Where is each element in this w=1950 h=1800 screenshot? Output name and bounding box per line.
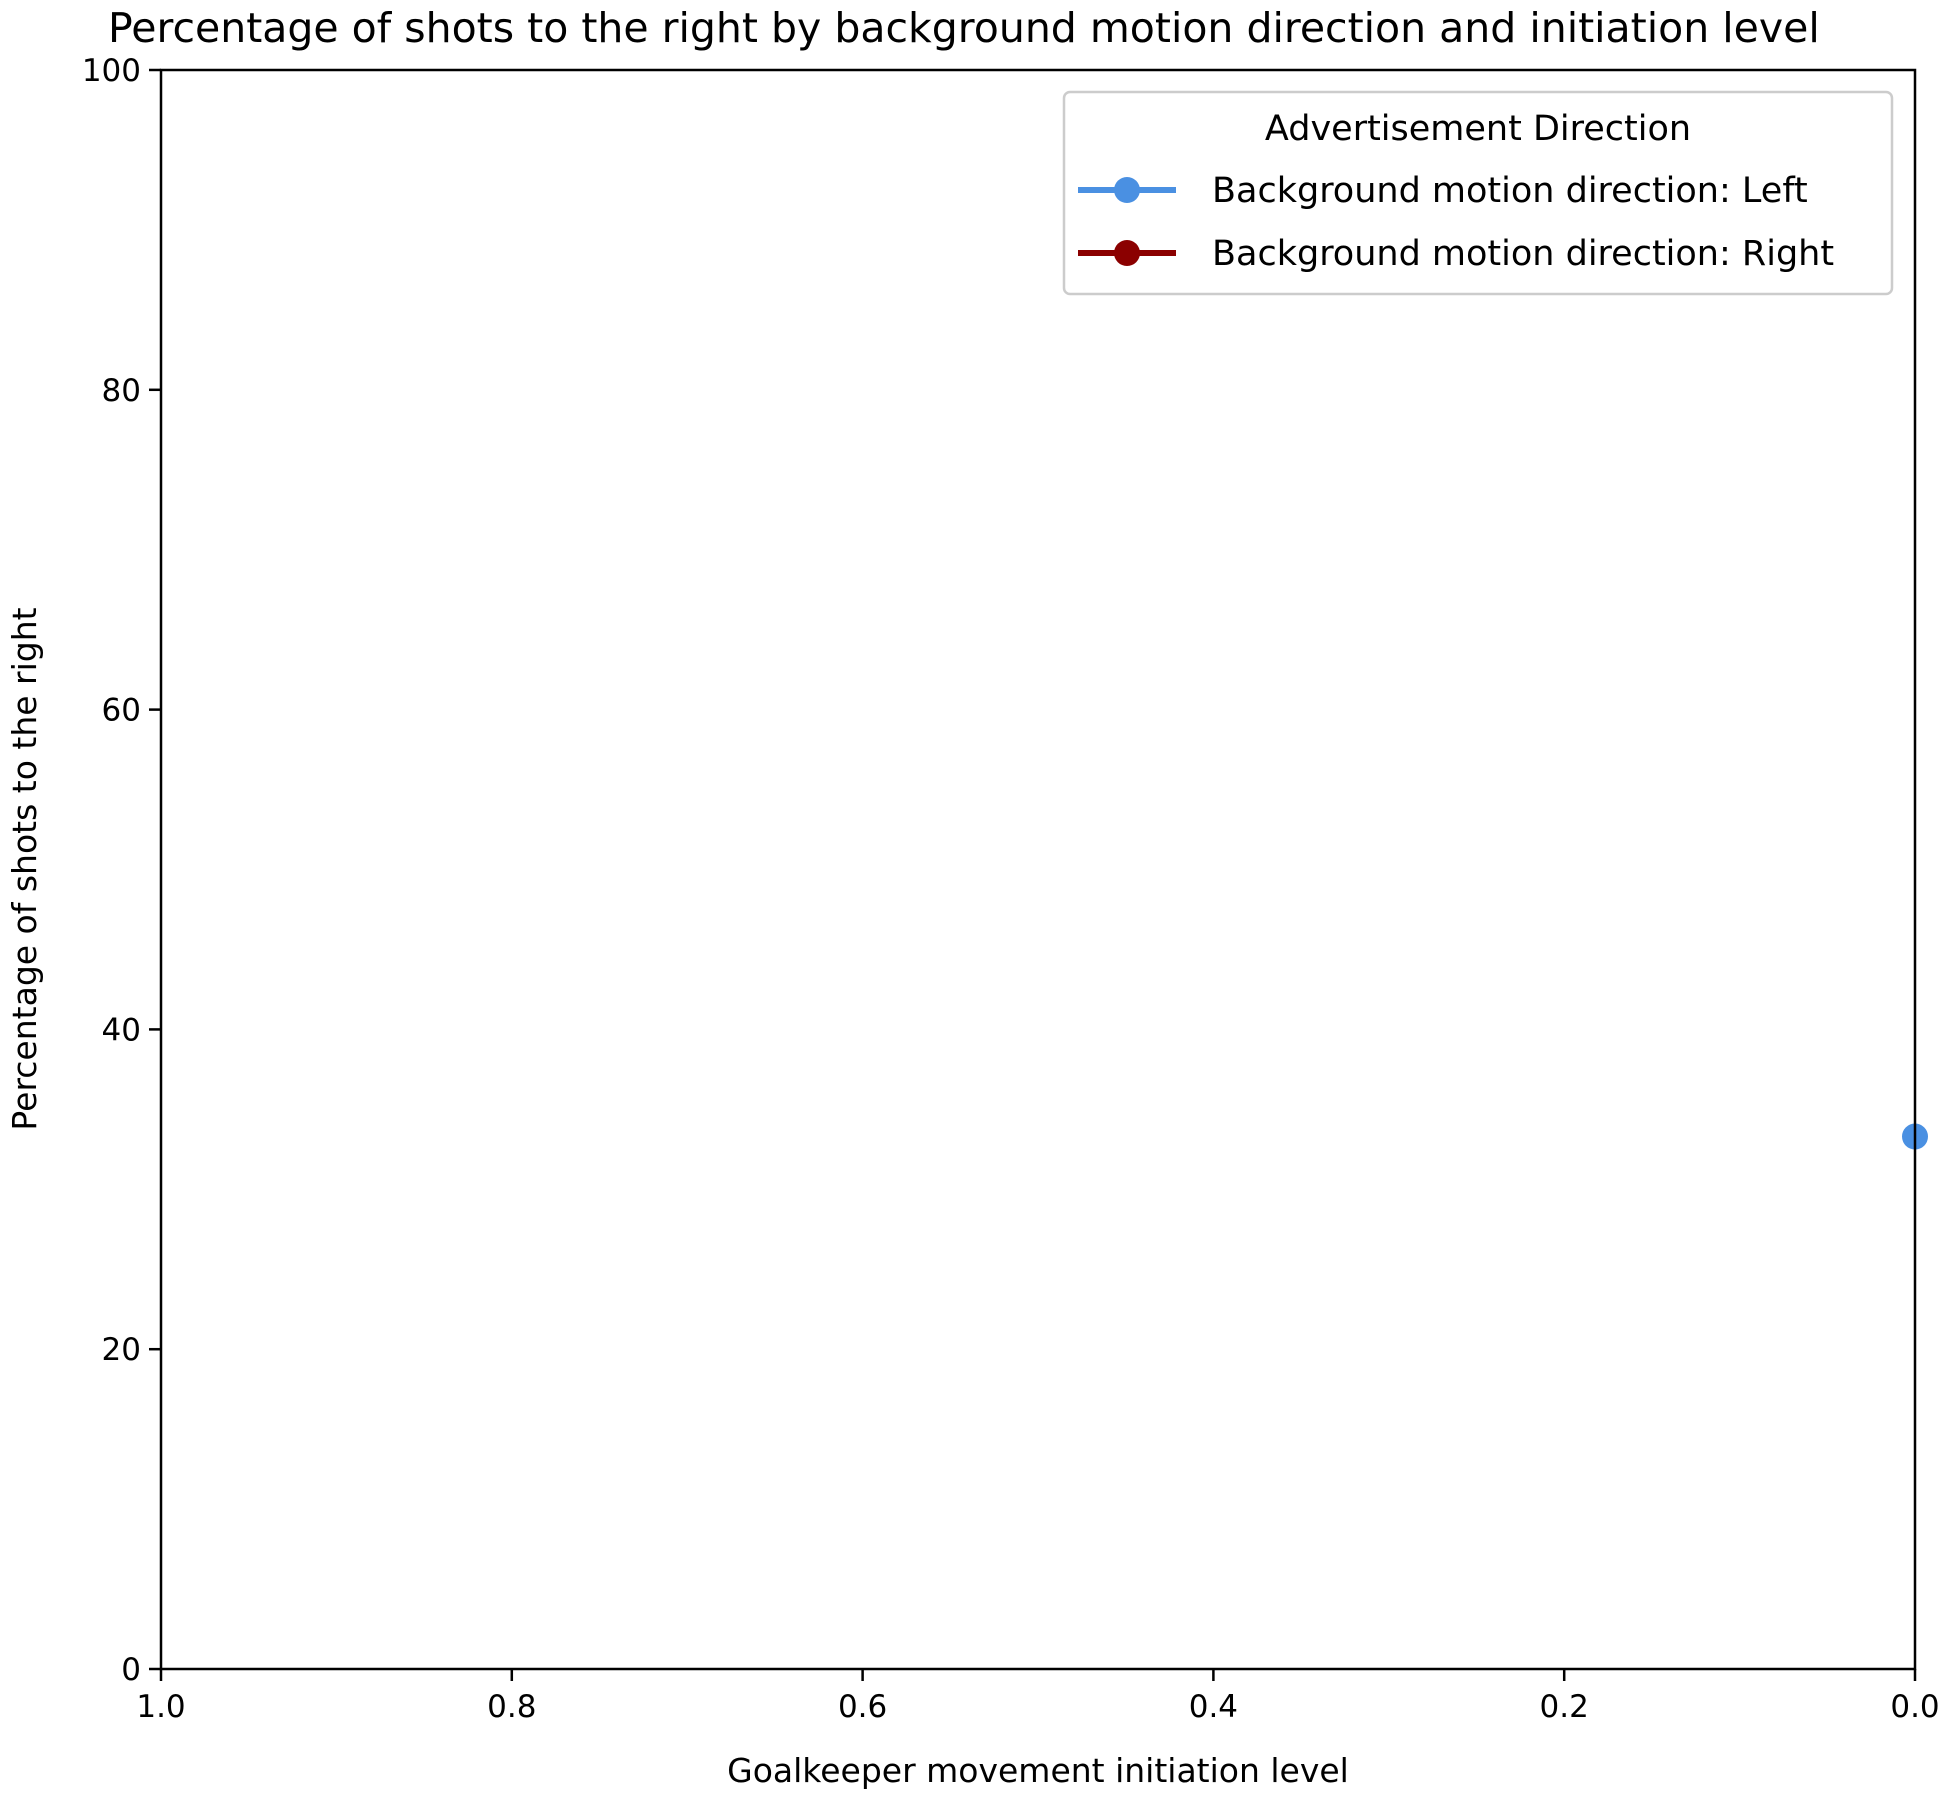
x-tick-label: 0.8 bbox=[487, 1689, 536, 1725]
legend-box bbox=[1062, 90, 1894, 296]
x-tick-label: 0.0 bbox=[1890, 1689, 1939, 1725]
plot-area bbox=[161, 70, 1915, 1669]
x-tick-label: 0.4 bbox=[1189, 1689, 1238, 1725]
plot-frame bbox=[159, 68, 1917, 1671]
x-axis-ticks: 1.0 0.8 0.6 0.4 0.2 0.0 bbox=[136, 1669, 1940, 1725]
y-tick-label: 0 bbox=[121, 1652, 141, 1688]
y-tick-label: 60 bbox=[102, 693, 141, 729]
y-tick-label: 80 bbox=[102, 373, 141, 409]
legend-marker-left bbox=[1114, 177, 1140, 203]
y-tick-label: 20 bbox=[102, 1332, 141, 1368]
y-axis-ticks: 0 20 40 60 80 100 bbox=[82, 53, 161, 1688]
y-tick-label: 100 bbox=[82, 53, 141, 89]
x-tick-label: 0.6 bbox=[838, 1689, 887, 1725]
x-tick-label: 0.2 bbox=[1540, 1689, 1589, 1725]
legend-marker-right bbox=[1114, 240, 1140, 266]
y-axis-label: Percentage of shots to the right bbox=[5, 607, 44, 1130]
y-tick-label: 40 bbox=[102, 1012, 141, 1048]
x-axis-label: Goalkeeper movement initiation level bbox=[727, 1751, 1349, 1790]
legend: Advertisement Direction Background motio… bbox=[1062, 90, 1894, 296]
legend-label-left: Background motion direction: Left bbox=[1212, 171, 1808, 211]
x-tick-label: 1.0 bbox=[136, 1689, 185, 1725]
chart-title: Percentage of shots to the right by back… bbox=[108, 4, 1820, 52]
legend-label-right: Background motion direction: Right bbox=[1212, 234, 1834, 274]
legend-title: Advertisement Direction bbox=[1265, 109, 1691, 149]
